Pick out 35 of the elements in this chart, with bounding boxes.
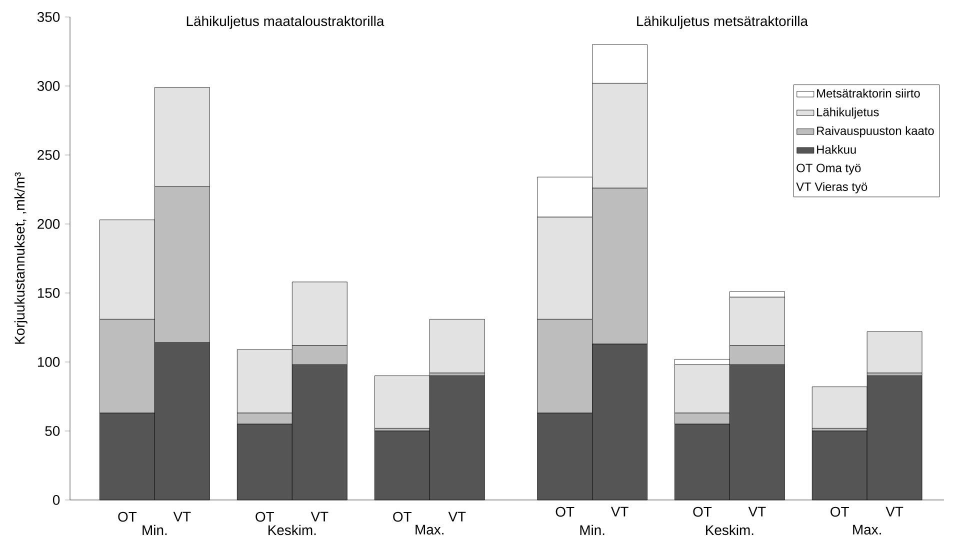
y-tick-label: 300 [37,81,60,91]
x-tick-label: OT [693,506,712,517]
legend-label: Metsätraktorin siirto [817,88,920,98]
x-tick-label: OT [118,512,137,522]
chart-title: Lähikuljetus maataloustraktorilla [186,16,384,29]
chart-title: Lähikuljetus metsätraktorilla [637,16,808,29]
annotation: OT Oma työ [796,164,861,175]
text: Max. [853,524,881,535]
text: Keskim. [268,524,316,536]
y-tick-label: 50 [45,426,60,436]
legend-label: Hakkuu [817,145,856,154]
text: Keskim. [706,524,754,536]
text: Max. [416,524,444,535]
x-tick-label: OT [256,512,274,522]
x-tick-label: VT [173,512,191,522]
legend-label: Lähikuljetus [817,108,879,119]
x-tick-label: OT [393,512,412,522]
x-tick-label: VT [748,506,766,516]
x-tick-label: VT [310,512,328,522]
x-tick-label: VT [448,512,466,522]
x-tick-label: OT [830,506,849,517]
y-tick-label: 0 [52,495,60,505]
y-tick-label: 200 [38,219,60,229]
y-tick-label: 100 [38,357,60,367]
legend-label: Raivauspuuston kaato [817,126,934,138]
x-tick-label: VT [886,506,904,516]
x-tick-label: OT [556,506,574,517]
text: Min. [142,524,167,535]
y-tick-label: 350 [37,12,60,22]
y-tick-label: 250 [38,150,60,160]
y-tick-label: 150 [38,288,60,298]
x-tick-label: VT [610,506,628,516]
y-axis-title: Korjuukustannukset, ,mk/m³ [14,172,28,344]
annotation: VT Vieras työ [796,182,868,194]
text: Min. [580,524,604,535]
